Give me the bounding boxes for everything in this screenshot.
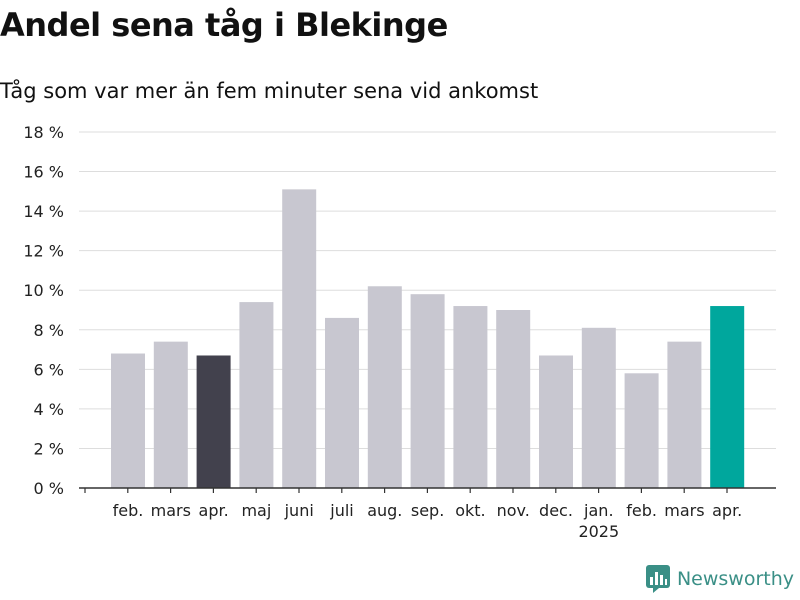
bar bbox=[410, 294, 445, 488]
chart-title: Andel sena tåg i Blekinge bbox=[0, 6, 448, 44]
x-tick-label: okt. bbox=[455, 501, 485, 520]
bar-chart: 0 % 2 % 4 % 6 % 8 % 10 % 12 % 14 % 16 % 18 % feb. m… bbox=[23, 123, 776, 541]
x-tick-label: feb. bbox=[626, 501, 657, 520]
bar bbox=[624, 373, 659, 488]
x-tick-label: juli bbox=[329, 501, 353, 520]
x-tick-label: aug. bbox=[367, 501, 402, 520]
bar bbox=[111, 353, 145, 488]
y-tick-label: 2 % bbox=[34, 439, 64, 458]
brand-name: Newsworthy bbox=[676, 568, 794, 590]
y-tick-label: 14 % bbox=[23, 202, 64, 221]
bar bbox=[282, 189, 317, 488]
bar bbox=[153, 341, 188, 488]
y-tick-label: 8 % bbox=[34, 321, 64, 340]
x-tick-label: apr. bbox=[712, 501, 742, 520]
bar bbox=[196, 355, 231, 488]
bar bbox=[539, 355, 573, 488]
bar bbox=[367, 286, 402, 488]
bar bbox=[325, 317, 359, 488]
x-tick-label: mars bbox=[151, 501, 191, 520]
y-tick-label: 4 % bbox=[34, 400, 64, 419]
y-tick-label: 16 % bbox=[23, 163, 64, 182]
chart-subtitle: Tåg som var mer än fem minuter sena vid … bbox=[0, 79, 539, 103]
y-tick-label: 0 % bbox=[34, 479, 64, 498]
y-tick-label: 18 % bbox=[23, 123, 64, 142]
x-tick-label: juni bbox=[284, 501, 314, 520]
x-tick-label: apr. bbox=[199, 501, 229, 520]
year-label: 2025 bbox=[578, 522, 619, 541]
y-tick-label: 12 % bbox=[23, 242, 64, 261]
x-tick-label: jan. bbox=[583, 501, 613, 520]
x-tick-label: maj bbox=[241, 501, 271, 520]
y-tick-label: 10 % bbox=[23, 281, 64, 300]
bar bbox=[496, 310, 531, 488]
bar bbox=[239, 302, 274, 488]
newsworthy-logo: Newsworthy bbox=[645, 564, 794, 594]
bar bbox=[453, 306, 488, 488]
bar bbox=[710, 306, 745, 488]
x-tick-label: feb. bbox=[113, 501, 144, 520]
x-tick-label: nov. bbox=[497, 501, 530, 520]
y-tick-label: 6 % bbox=[34, 360, 64, 379]
newsworthy-logo-icon bbox=[645, 565, 670, 593]
x-tick-label: mars bbox=[664, 501, 704, 520]
x-tick-label: dec. bbox=[539, 501, 573, 520]
x-tick-label: sep. bbox=[411, 501, 444, 520]
bar bbox=[581, 327, 616, 488]
bar bbox=[667, 341, 702, 488]
